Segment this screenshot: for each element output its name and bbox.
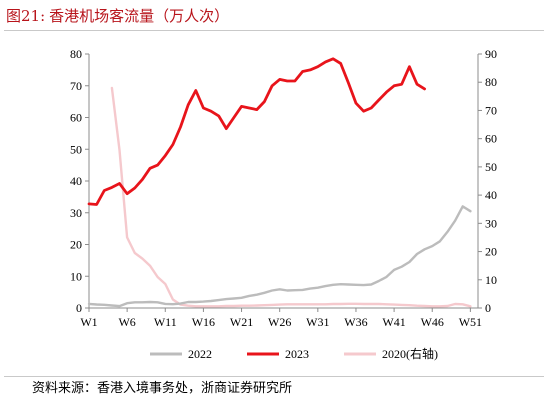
y-right-tick-label: 50 [485,160,497,174]
figure-label: 图21: [6,7,46,25]
y-right-tick-label: 10 [485,273,497,287]
legend-label: 2022 [188,347,212,361]
x-tick-label: W6 [118,315,135,329]
title-divider [4,30,544,31]
y-left-tick-label: 0 [76,301,82,315]
chart-axes: 0 10 20 30 40 50 60 70 80 0 10 20 30 40 50 60 70 80 90 W1 W6… [70,47,497,329]
y-left-tick-label: 70 [70,79,82,93]
x-tick-label: W26 [268,315,291,329]
source-divider [4,376,544,377]
y-left-tick-label: 20 [70,238,82,252]
x-tick-label: W31 [306,315,329,329]
source-note: 资料来源：香港入境事务处，浙商证券研究所 [32,381,293,396]
x-tick-label: W36 [344,315,367,329]
legend-label: 2023 [285,347,309,361]
x-tick-label: W16 [192,315,215,329]
y-left-tick-label: 40 [70,174,82,188]
y-right-tick-label: 90 [485,47,497,61]
y-right-tick-label: 70 [485,103,497,117]
y-left-tick-label: 60 [70,111,82,125]
x-tick-label: W21 [230,315,253,329]
y-right-tick-label: 20 [485,245,497,259]
y-right-tick-label: 0 [485,301,491,315]
y-left-tick-label: 80 [70,47,82,61]
y-left-tick-label: 30 [70,206,82,220]
series-line-2020 [110,86,472,308]
x-tick-label: W11 [154,315,177,329]
y-right-tick-label: 30 [485,216,497,230]
legend-label: 2020(右轴) [382,346,438,361]
x-tick-label: W1 [80,315,97,329]
figure-title: 图21: 香港机场客流量（万人次） [6,5,229,27]
y-right-tick-label: 60 [485,132,497,146]
y-right-tick-label: 80 [485,75,497,89]
y-left-tick-label: 10 [70,269,82,283]
x-tick-label: W41 [382,315,405,329]
y-left-tick-label: 50 [70,142,82,156]
line-chart: 0 10 20 30 40 50 60 70 80 0 10 20 30 40 50 60 70 80 90 W1 W6… [70,47,497,361]
series-line-2022 [87,205,472,308]
y-right-tick-label: 40 [485,188,497,202]
chart-series [87,57,472,308]
x-tick-label: W51 [459,315,482,329]
series-line-2023 [87,57,426,206]
x-tick-label: W46 [421,315,444,329]
chart-legend: 2022 2023 2020(右轴) [150,346,438,361]
figure-title-text: 香港机场客流量（万人次） [49,7,230,25]
